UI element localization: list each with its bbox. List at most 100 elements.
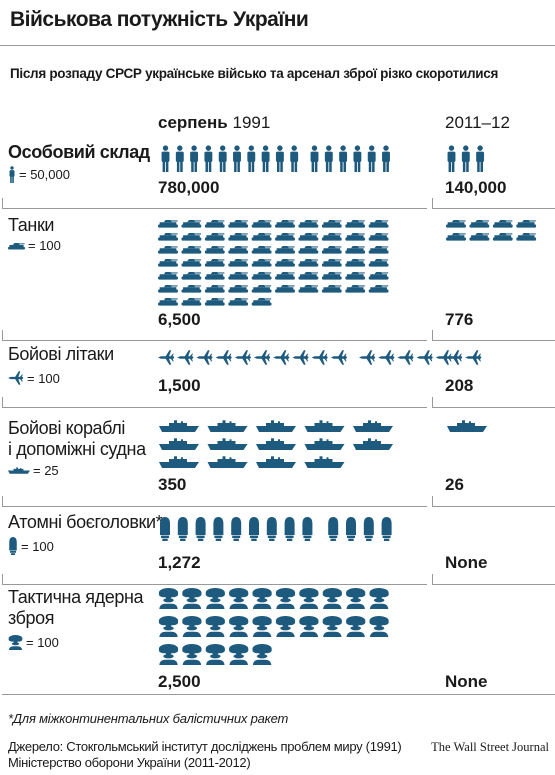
tank-icon xyxy=(158,259,178,267)
plane-icon xyxy=(359,350,376,365)
value-planes-2011: 208 xyxy=(445,376,474,395)
legend-tactical-nuclear: = 100 xyxy=(8,635,59,650)
mushroom-cloud-icon xyxy=(299,616,319,637)
tank-icon xyxy=(158,272,178,280)
tank-icon xyxy=(345,220,366,228)
tank-icon xyxy=(298,246,319,254)
warhead-icon xyxy=(328,517,339,541)
mushroom-cloud-icon xyxy=(299,588,319,609)
legend-planes: = 100 xyxy=(8,370,60,386)
tank-icon xyxy=(446,233,466,241)
value-planes-1991: 1,500 xyxy=(158,376,201,395)
warhead-icon xyxy=(231,517,242,541)
warhead-icon xyxy=(249,517,259,541)
tank-icon xyxy=(345,285,366,293)
legend-tanks-value: = 100 xyxy=(28,238,61,253)
mushroom-cloud-icon xyxy=(229,588,249,609)
mushroom-cloud-icon xyxy=(252,588,272,609)
soldier-icon xyxy=(447,145,456,172)
chart-title: Військова потужність України xyxy=(10,8,309,31)
tank-icon xyxy=(275,259,295,267)
soldier-icon xyxy=(461,145,470,172)
mushroom-cloud-icon xyxy=(322,616,342,637)
value-ships-2011: 26 xyxy=(445,475,464,494)
tank-icon xyxy=(345,259,366,267)
legend-personnel-value: = 50,000 xyxy=(19,167,70,182)
tank-icon xyxy=(368,233,389,241)
tank-icon xyxy=(251,298,272,306)
ship-icon xyxy=(159,438,199,450)
value-personnel-2011: 140,000 xyxy=(445,178,507,197)
tank-icon xyxy=(516,220,537,228)
value-warheads-2011: None xyxy=(445,553,488,572)
soldier-icon xyxy=(290,145,299,172)
soldier-icon xyxy=(324,145,333,172)
ship-icon xyxy=(159,420,199,432)
soldier-icon xyxy=(190,145,199,172)
tank-icon xyxy=(321,233,342,241)
legend-ships: = 25 xyxy=(8,463,59,478)
tank-icon xyxy=(492,233,513,241)
tank-icon xyxy=(298,259,319,267)
tank-icon xyxy=(158,233,178,241)
tank-icon xyxy=(181,272,202,280)
ship-icon xyxy=(304,438,345,450)
title-divider xyxy=(0,45,555,46)
soldier-icon xyxy=(175,145,184,172)
mushroom-cloud-icon xyxy=(182,616,202,637)
mushroom-cloud-icon xyxy=(322,588,342,609)
tank-icon xyxy=(228,285,249,293)
tank-icon xyxy=(228,272,249,280)
tank-icon xyxy=(298,285,319,293)
plane-icon xyxy=(196,350,213,365)
separator-left xyxy=(2,198,427,209)
value-warheads-1991: 1,272 xyxy=(158,553,201,572)
value-tanks-2011: 776 xyxy=(445,310,474,329)
plane-icon xyxy=(330,350,347,365)
ship-icon xyxy=(207,420,248,432)
soldier-icon xyxy=(218,145,227,172)
plane-icon xyxy=(465,350,482,365)
tank-icon xyxy=(469,233,490,241)
tank-icon xyxy=(204,220,225,228)
tank-icon xyxy=(275,220,295,228)
legend-planes-value: = 100 xyxy=(27,370,60,386)
tank-icon xyxy=(368,285,389,293)
soldier-icon xyxy=(353,145,362,172)
category-label-tactical-nuclear-line2: зброя xyxy=(8,608,55,628)
mushroom-cloud-icon xyxy=(182,644,202,665)
mushroom-cloud-icon xyxy=(229,616,249,637)
plane-icon xyxy=(215,350,232,365)
tank-icon xyxy=(158,298,178,306)
tank-icon xyxy=(228,259,249,267)
soldier-icon xyxy=(476,145,485,172)
tank-icon xyxy=(275,285,295,293)
tank-icon xyxy=(368,246,389,254)
tank-icon xyxy=(228,233,249,241)
separator-right xyxy=(432,496,555,507)
tank-icon xyxy=(158,220,178,228)
plane-icon xyxy=(273,350,290,365)
separator-right xyxy=(432,574,555,585)
category-label-warheads: Атомні боєголовки* xyxy=(8,512,163,532)
tank-icon xyxy=(321,220,342,228)
plane-icon xyxy=(254,350,271,365)
ship-icon xyxy=(207,438,248,450)
value-tanks-1991: 6,500 xyxy=(158,310,201,329)
tank-icon xyxy=(321,285,342,293)
mushroom-cloud-icon xyxy=(275,588,296,609)
tank-icon xyxy=(228,298,249,306)
separator-right xyxy=(432,330,555,341)
plane-icon xyxy=(158,350,175,365)
tank-icon xyxy=(181,285,202,293)
mushroom-cloud-icon xyxy=(369,588,389,609)
value-ships-1991: 350 xyxy=(158,475,187,494)
value-personnel-1991: 780,000 xyxy=(158,178,220,197)
soldier-icon xyxy=(310,145,319,172)
tank-icon xyxy=(251,233,272,241)
soldier-icon xyxy=(204,145,213,172)
column-header-1991-prefix: серпень xyxy=(158,113,228,132)
tank-icon xyxy=(275,233,295,241)
legend-tactical-nuclear-value: = 100 xyxy=(26,635,59,650)
